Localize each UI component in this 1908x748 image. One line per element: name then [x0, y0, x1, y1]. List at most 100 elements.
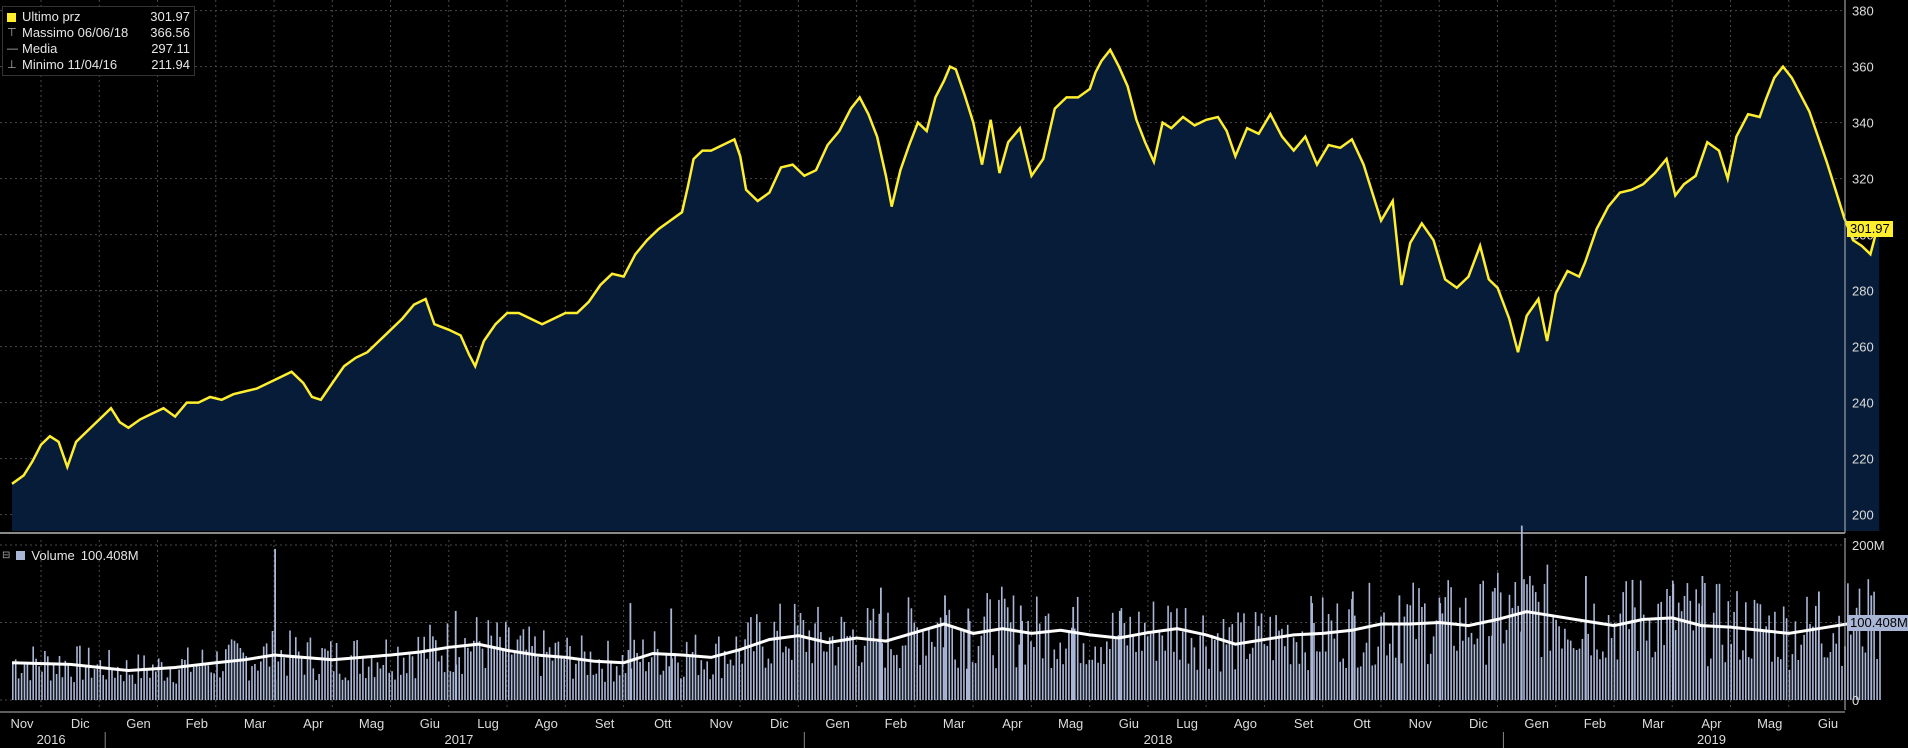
- volume-bar: [192, 667, 195, 700]
- volume-bar: [1494, 588, 1496, 700]
- volume-bar: [823, 651, 825, 700]
- volume-bar: [907, 597, 910, 700]
- volume-bar: [131, 674, 134, 700]
- volume-bar: [1082, 643, 1085, 700]
- volume-bar: [1152, 601, 1155, 700]
- volume-bar: [525, 649, 528, 700]
- volume-bar: [843, 621, 846, 700]
- volume-bar: [758, 622, 761, 700]
- volume-bar: [680, 678, 682, 700]
- volume-bar: [1546, 564, 1549, 700]
- x-month-label: Gen: [126, 716, 151, 731]
- volume-bar: [172, 682, 175, 700]
- volume-bar: [1537, 601, 1540, 700]
- volume-bar: [242, 652, 245, 700]
- volume-bar: [475, 617, 478, 700]
- volume-bar: [820, 632, 822, 700]
- volume-bar: [473, 640, 475, 700]
- volume-bar: [111, 669, 113, 700]
- volume-bar: [998, 599, 1000, 700]
- volume-bar: [437, 661, 440, 700]
- volume-bar: [1441, 613, 1444, 700]
- volume-bar-spike: [1585, 576, 1587, 700]
- volume-bar: [510, 654, 513, 700]
- volume-bar: [709, 679, 711, 700]
- volume-bar: [1488, 636, 1490, 700]
- volume-bar: [1657, 603, 1659, 700]
- volume-bar: [23, 664, 26, 700]
- volume-bar: [1604, 657, 1607, 700]
- volume-bar: [831, 636, 834, 700]
- volume-bar: [105, 679, 107, 700]
- price-tick-label: 240: [1852, 396, 1874, 411]
- volume-bar: [1459, 607, 1461, 700]
- volume-bar: [64, 660, 67, 700]
- volume-bar: [869, 620, 872, 700]
- volume-bar: [718, 636, 720, 700]
- expand-icon[interactable]: ⊟: [2, 550, 11, 561]
- volume-bar: [1820, 643, 1823, 700]
- volume-bar: [1383, 612, 1385, 700]
- volume-bar: [1184, 608, 1187, 700]
- volume-bar: [1327, 614, 1330, 700]
- volume-bar: [537, 657, 539, 700]
- volume-bar: [531, 646, 533, 700]
- x-month-label: Mag: [1058, 716, 1083, 731]
- volume-bar: [376, 662, 379, 700]
- volume-bar: [653, 631, 656, 700]
- last-price-badge: 301.97: [1847, 221, 1893, 238]
- volume-bar: [1176, 608, 1178, 700]
- volume-bar: [522, 629, 525, 700]
- volume-bar: [846, 636, 848, 700]
- volume-bar: [1138, 611, 1140, 700]
- volume-bar: [134, 683, 137, 700]
- volume-bar: [1733, 611, 1735, 700]
- volume-bar: [1222, 619, 1225, 700]
- volume-bar: [761, 646, 764, 700]
- volume-bar: [968, 620, 971, 700]
- volume-bar: [1642, 614, 1645, 700]
- x-month-label: Lug: [477, 716, 499, 731]
- volume-bar: [1508, 594, 1511, 700]
- volume-bar: [201, 649, 204, 700]
- volume-bar: [1873, 591, 1875, 700]
- volume-bar: [1654, 651, 1657, 700]
- volume-bar: [1409, 605, 1412, 700]
- volume-bar: [1281, 628, 1283, 700]
- volume-bar: [1024, 664, 1026, 700]
- volume-bar-spike: [1701, 576, 1704, 700]
- volume-bar: [1575, 650, 1578, 700]
- volume-bar: [1103, 663, 1105, 700]
- volume-bar: [1193, 647, 1196, 700]
- volume-bar: [1762, 631, 1765, 700]
- volume-bar: [1021, 621, 1023, 700]
- volume-bar: [1251, 647, 1254, 700]
- volume-bar: [1392, 624, 1394, 700]
- volume-bar: [67, 663, 69, 700]
- volume-bar: [674, 653, 676, 700]
- volume-bar: [1867, 579, 1870, 700]
- volume-bar-spike: [1072, 607, 1075, 700]
- volume-bar-spike: [1019, 605, 1022, 700]
- volume-bar: [1219, 671, 1222, 700]
- volume-bar: [948, 609, 951, 700]
- volume-bar-spike: [274, 548, 276, 700]
- volume-bar: [332, 671, 335, 700]
- legend-item-last-price: Ultimo prz 301.97: [7, 9, 190, 25]
- volume-bar: [426, 658, 428, 700]
- x-month-label: Ott: [1353, 716, 1371, 731]
- volume-bar: [1389, 643, 1391, 700]
- volume-bar: [601, 668, 603, 700]
- volume-bar: [1071, 627, 1073, 700]
- volume-bar: [893, 655, 895, 700]
- volume-bar: [764, 667, 767, 700]
- volume-bar: [84, 667, 87, 700]
- volume-bar: [861, 662, 863, 700]
- volume-bar: [828, 637, 831, 700]
- volume-bar: [41, 671, 43, 700]
- volume-bar: [928, 628, 930, 700]
- volume-bar: [1033, 647, 1035, 700]
- volume-bar: [1170, 612, 1172, 700]
- volume-bar: [1552, 616, 1554, 700]
- volume-bar: [47, 656, 49, 700]
